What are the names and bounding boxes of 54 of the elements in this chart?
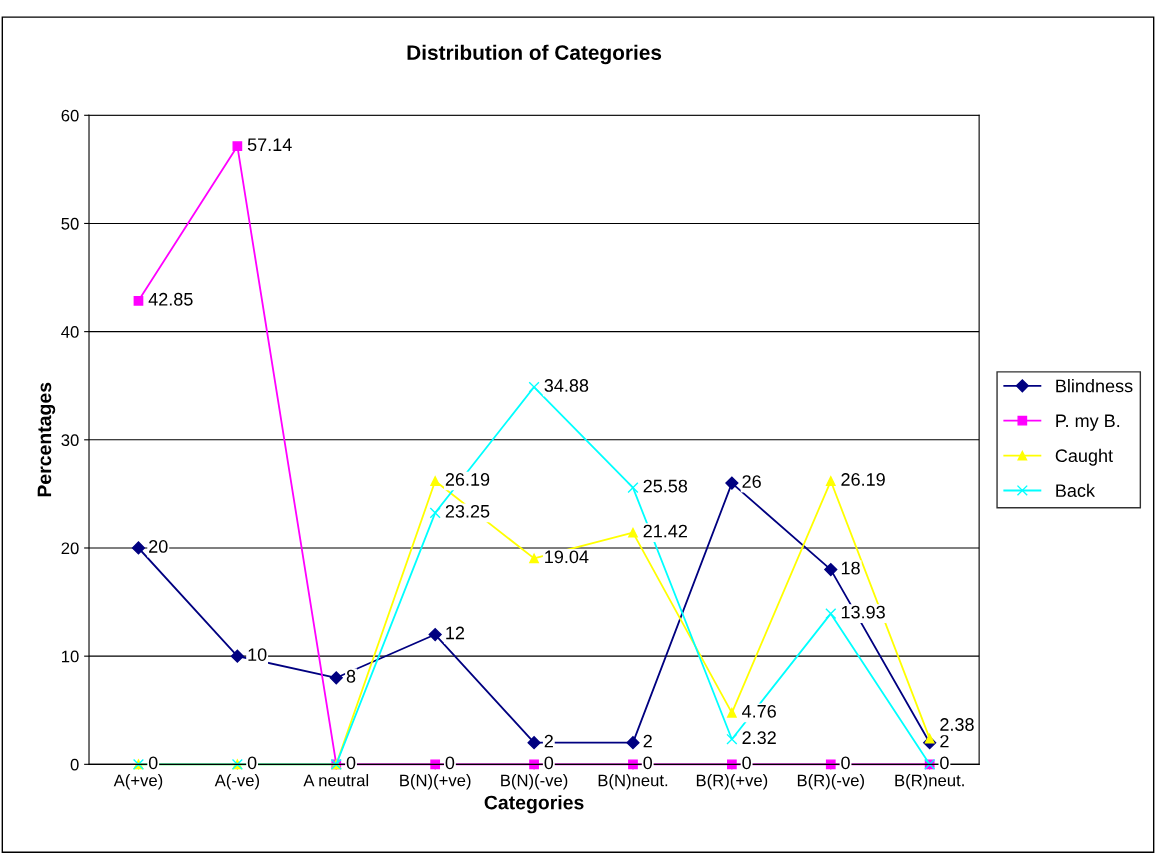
data-label: 20 [149,540,168,553]
legend-label: Blindness [1056,379,1133,393]
data-label: 0 [940,756,949,770]
data-label: 26 [742,475,761,488]
data-label: 2.32 [742,731,776,745]
data-label: 34.88 [544,379,589,392]
data-label: 42.85 [148,292,193,306]
x-tick-label: B(R)(+ve) [696,774,768,790]
data-label: 21.42 [643,524,687,538]
y-tick-label: 0 [70,758,79,771]
y-axis-title: Percentages [37,382,56,497]
y-tick-label: 60 [61,109,79,122]
data-label: 12 [446,626,465,640]
data-label: 19.04 [545,550,589,564]
data-label: 0 [742,756,751,770]
chart-title: Distribution of Categories [407,44,662,65]
data-label: 0 [841,756,850,770]
data-label: 26.19 [841,473,885,486]
y-tick-label: 30 [61,434,79,447]
legend-label: P. my B. [1056,414,1120,431]
data-label: 0 [544,756,554,770]
y-tick-label: 10 [62,650,79,663]
data-label: 23.25 [445,504,490,518]
y-tick-label: 20 [61,542,79,555]
data-label: 57.14 [247,138,292,152]
data-label: 8 [346,669,356,683]
data-label: 2 [544,734,553,748]
x-tick-label: A(-ve) [214,774,260,790]
legend-label: Caught [1055,448,1113,466]
data-label: 10 [248,648,267,661]
x-tick-label: B(N)neut. [598,774,668,790]
y-tick-label: 50 [61,217,79,230]
x-tick-label: B(R)neut. [895,774,964,790]
x-tick-label: A(+ve) [113,774,163,790]
data-label: 2 [643,734,652,748]
data-label: 2 [940,734,949,748]
data-label: 0 [346,756,356,770]
data-label: 2.38 [940,718,974,731]
data-label: 4.76 [742,704,776,718]
data-label: 18 [841,561,860,575]
x-tick-label: B(R)(-ve) [797,774,864,790]
data-label: 0 [148,756,158,770]
data-label: 0 [445,756,455,770]
legend-label: Back [1056,483,1095,497]
x-tick-label: A neutral [303,774,369,787]
x-tick-label: B(N)(+ve) [400,774,471,790]
data-label: 25.58 [643,479,688,493]
data-label: 26.19 [445,473,490,486]
x-axis-title: Categories [484,795,584,814]
data-label: 13.93 [841,605,885,619]
y-tick-label: 40 [61,326,79,338]
data-label: 0 [643,756,653,770]
data-label: 0 [247,756,257,770]
x-tick-label: B(N)(-ve) [501,774,568,790]
